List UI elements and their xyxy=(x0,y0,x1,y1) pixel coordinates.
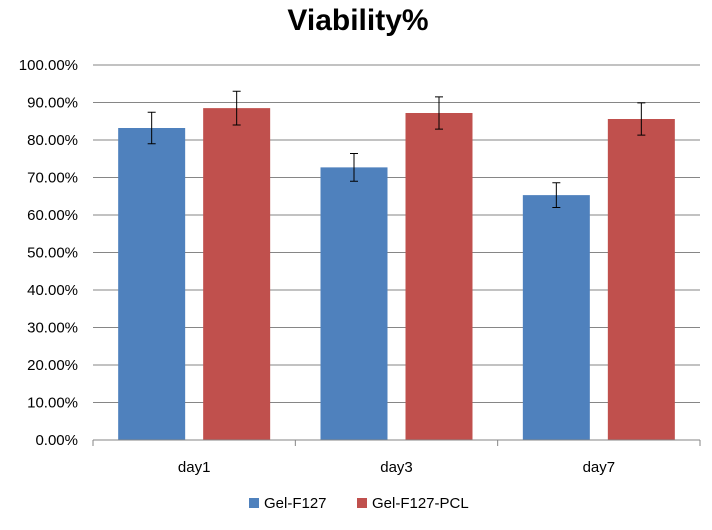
bar-gel-f127-day1 xyxy=(118,128,186,440)
error-bars xyxy=(147,90,646,208)
bar-gel-f127-pcl-day7 xyxy=(607,119,675,440)
y-tick-label: 10.00% xyxy=(27,395,78,412)
y-tick-label: 0.00% xyxy=(35,432,78,449)
legend-label: Gel-F127 xyxy=(264,495,327,512)
legend: Gel-F127 Gel-F127-PCL xyxy=(249,495,469,512)
legend-swatch xyxy=(249,498,259,508)
legend-label: Gel-F127-PCL xyxy=(372,495,469,512)
y-tick-label: 70.00% xyxy=(27,170,78,187)
y-tick-label: 90.00% xyxy=(27,95,78,112)
x-axis-category-labels: day1 day3 day7 xyxy=(92,440,701,476)
x-category-label: day3 xyxy=(380,459,413,476)
bar-gel-f127-day3 xyxy=(320,167,388,440)
y-tick-label: 20.00% xyxy=(27,357,78,374)
y-tick-label: 30.00% xyxy=(27,320,78,337)
y-axis-tick-labels: 0.00% 10.00% 20.00% 30.00% 40.00% 50.00% 60.00… xyxy=(19,57,78,449)
y-tick-label: 40.00% xyxy=(27,282,78,299)
bar-gel-f127-pcl-day3 xyxy=(405,113,473,440)
gridlines xyxy=(93,64,700,403)
bar-gel-f127-pcl-day1 xyxy=(203,108,271,440)
y-tick-label: 50.00% xyxy=(27,245,78,262)
bars xyxy=(118,108,675,440)
x-category-label: day1 xyxy=(178,459,211,476)
y-tick-label: 80.00% xyxy=(27,132,78,149)
bar-gel-f127-day7 xyxy=(522,195,590,440)
x-category-label: day7 xyxy=(583,459,616,476)
legend-swatch xyxy=(357,498,367,508)
y-tick-label: 100.00% xyxy=(19,57,78,74)
y-tick-label: 60.00% xyxy=(27,207,78,224)
chart-title: Viability% xyxy=(287,4,428,37)
